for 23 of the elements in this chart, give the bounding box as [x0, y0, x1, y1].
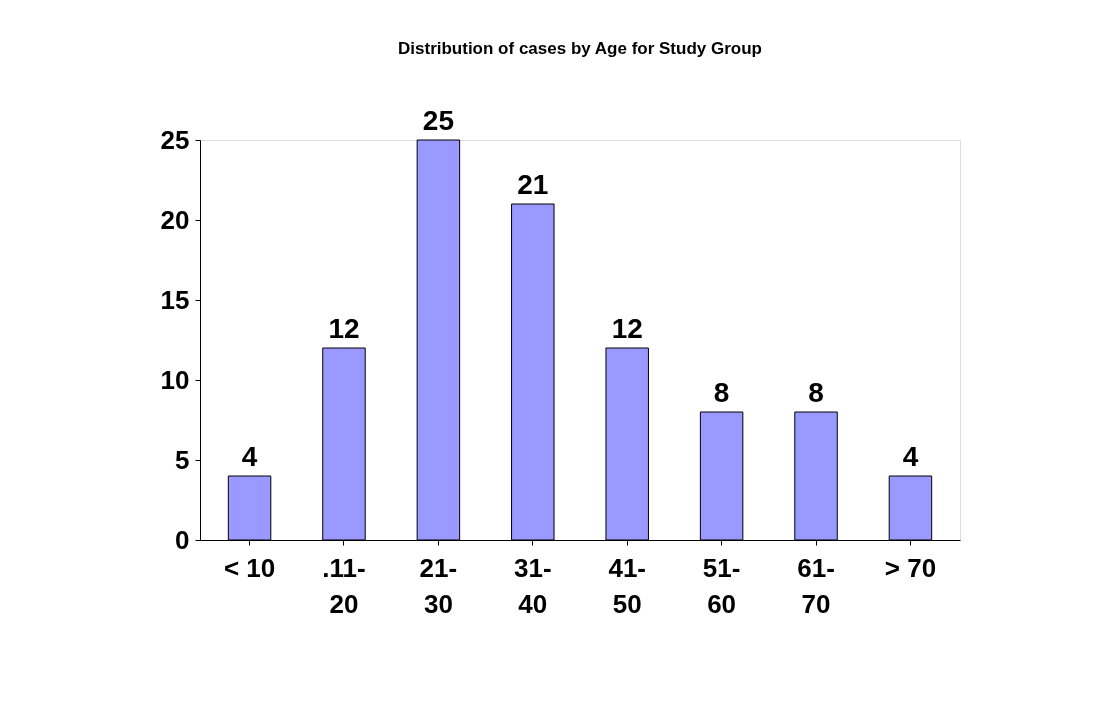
x-tick-label: < 10 [223, 552, 276, 583]
chart-title: Distribution of cases by Age for Study Group [398, 39, 762, 58]
x-tick-label: .11-20 [322, 552, 366, 619]
y-tick-label: 5 [175, 444, 190, 475]
data-label: 12 [328, 313, 360, 344]
x-tick-label: 51-60 [702, 552, 741, 619]
y-tick-label: 0 [175, 524, 190, 555]
data-label: 25 [422, 105, 454, 136]
x-tick-label: 21-30 [419, 552, 458, 619]
data-label: 4 [902, 441, 919, 472]
y-tick-label: 10 [160, 364, 190, 395]
y-tick-label: 20 [160, 204, 190, 235]
x-tick-label: 31-40 [514, 552, 552, 619]
data-label: 4 [241, 441, 258, 472]
y-tick-label: 15 [160, 284, 190, 315]
data-label: 21 [517, 169, 549, 200]
x-tick-label: > 70 [884, 552, 937, 583]
x-tick-label: 41-50 [608, 552, 646, 619]
data-label: 8 [713, 377, 730, 408]
y-tick-label: 25 [160, 124, 190, 155]
data-label: 12 [611, 313, 643, 344]
x-tick-label: 61-70 [797, 552, 835, 619]
data-label: 8 [808, 377, 824, 408]
